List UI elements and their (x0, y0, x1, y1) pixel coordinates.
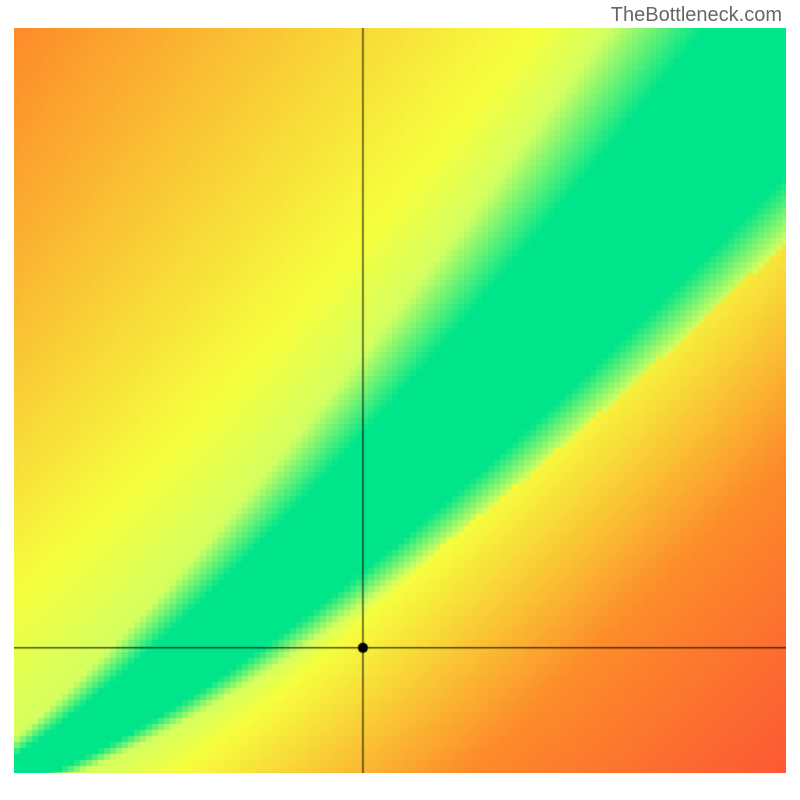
heatmap-chart (14, 28, 786, 773)
watermark-text: TheBottleneck.com (611, 4, 782, 27)
chart-container: TheBottleneck.com (0, 0, 800, 800)
heatmap-canvas (14, 28, 786, 773)
